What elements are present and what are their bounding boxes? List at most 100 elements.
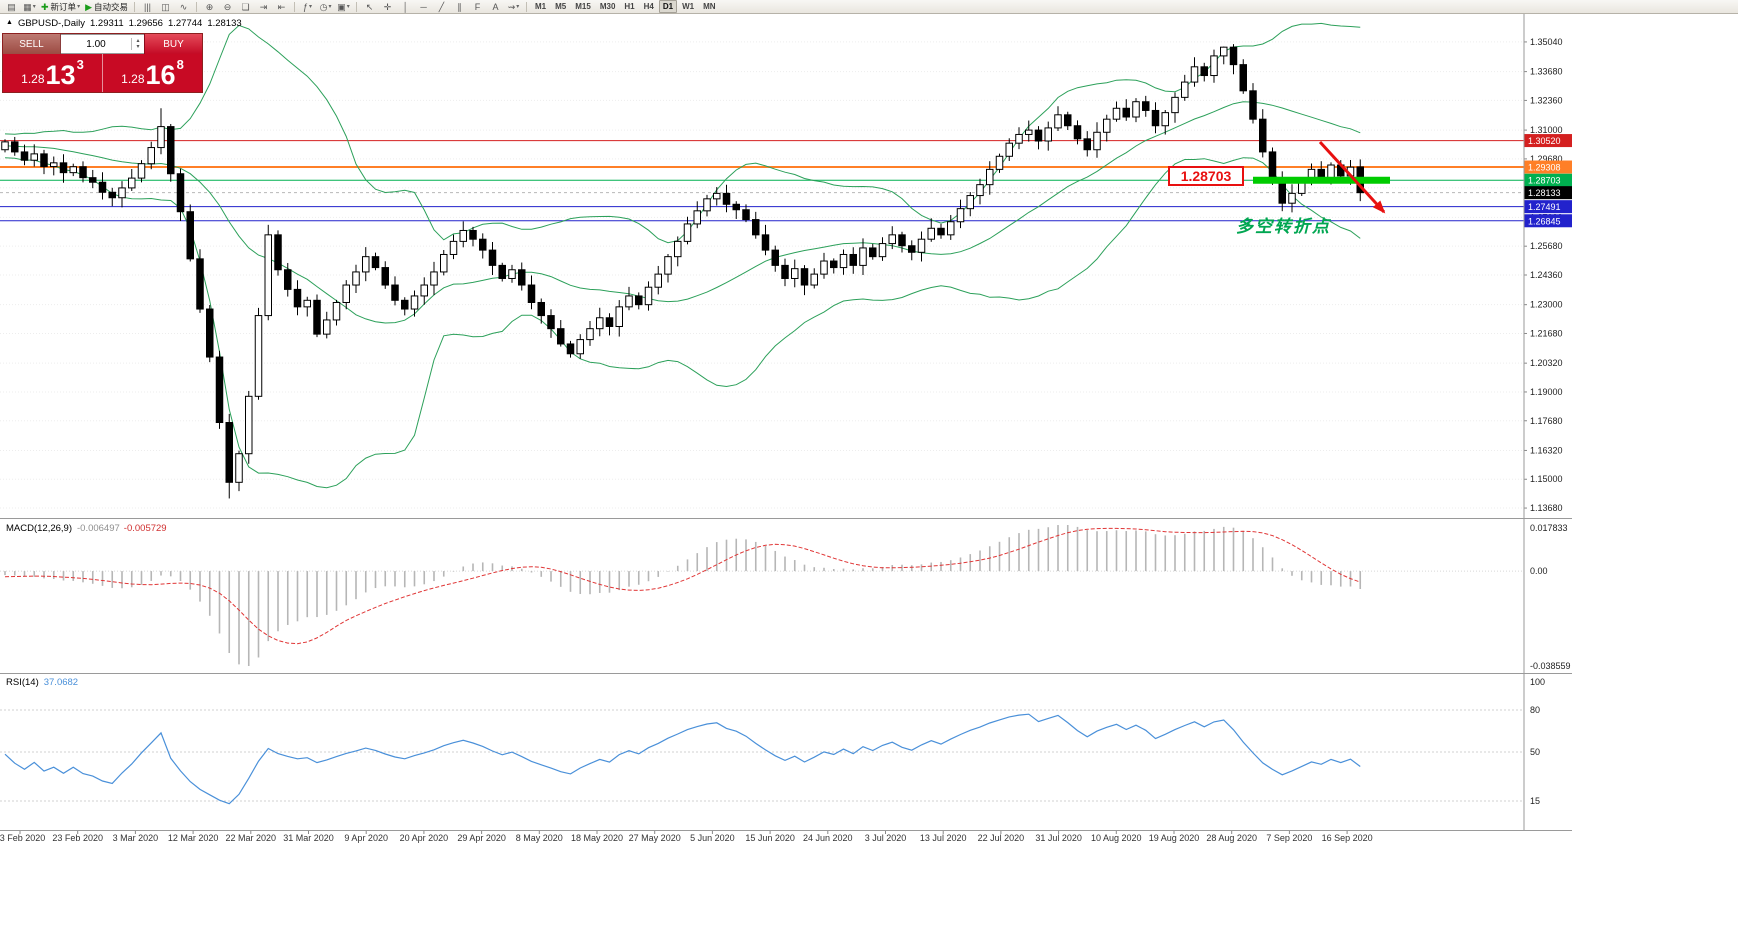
candle [820,252,828,279]
candle [352,264,360,294]
timeframe-d1-button[interactable]: D1 [658,0,678,13]
candle [527,275,536,310]
templates-button[interactable]: ▣ ▾ [335,1,352,13]
trendline-button[interactable]: ╱ [433,1,450,13]
chart-shift-button[interactable]: ⇤ [273,1,290,13]
candle [986,161,994,195]
bar-chart-button[interactable]: ||| [139,1,156,13]
date-axis-label: 19 Aug 2020 [1149,833,1200,843]
candle [1161,110,1169,135]
candle [40,149,48,175]
lot-decrease-icon[interactable]: ▾ [136,44,140,50]
indicators-button[interactable]: ƒ ▾ [299,1,316,13]
timeframe-w1-button[interactable]: W1 [682,2,695,11]
candle [1044,121,1052,151]
zoom-out-button[interactable]: ⊖ [219,1,236,13]
down-arrow-annotation[interactable] [1318,140,1386,214]
buy-button[interactable]: BUY [144,34,202,54]
candle [430,261,438,296]
candle [664,254,672,283]
price-tag-label: 1.29308 [1528,163,1561,173]
price-axis-label: 1.24360 [1530,270,1563,280]
line-chart-button[interactable]: ∿ [175,1,192,13]
toolbar-separator [356,1,358,12]
timeframe-m5-button[interactable]: M5 [555,2,567,11]
timeframe-h4-button[interactable]: H4 [643,2,654,11]
price-tag-label: 1.28703 [1528,176,1561,186]
macd-axis-zero: 0.00 [1530,566,1548,576]
lot-stepper[interactable]: ▴ ▾ [131,38,144,50]
candle [469,226,477,247]
candle [1259,109,1267,158]
zoom-out-icon: ⊖ [223,1,232,12]
text-label-icon: A [492,1,499,12]
date-axis-label: 9 Apr 2020 [344,833,388,843]
date-axis-label: 13 Feb 2020 [0,833,45,843]
candlestick-chart-button[interactable]: ◫ [157,1,174,13]
arrows-tool-button[interactable]: ⇝ ▾ [505,1,522,13]
candle [722,184,731,213]
timeframe-m15-button[interactable]: M15 [575,2,591,11]
candle [381,261,389,289]
candle [547,309,555,338]
symbol-arrow-icon: ▲ [6,19,13,26]
chart-profiles-button[interactable]: ▦ ▾ [21,1,38,13]
new-chart-button[interactable]: ▤ [3,1,20,13]
dropdown-caret-icon: ▾ [346,4,350,10]
candle [605,313,614,336]
timeframe-h1-button[interactable]: H1 [624,2,635,11]
auto-trading-button[interactable]: ▶ 自动交易 [83,1,130,13]
crosshair-button[interactable]: ✛ [379,1,396,13]
sell-price-display[interactable]: 1.28 13 3 [3,54,102,92]
fibonacci-button[interactable]: F [469,1,486,13]
rsi-axis-label: 50 [1530,747,1540,757]
candle [654,265,662,295]
support-price-annotation[interactable]: 1.28703 [1168,166,1244,186]
cursor-button[interactable]: ↖ [361,1,378,13]
candle [225,413,233,499]
candle [108,187,116,207]
dropdown-caret-icon: ▾ [516,4,520,10]
buy-price-point: 8 [176,57,184,72]
turning-point-annotation[interactable]: 多空转折点 [1236,217,1331,236]
candle [1132,98,1140,123]
candlestick-series [1,44,1364,499]
date-axis-label: 27 May 2020 [629,833,681,843]
timeframe-m30-button[interactable]: M30 [599,2,616,11]
periods-button[interactable]: ◷ ▾ [317,1,334,13]
date-axis-label: 31 Jul 2020 [1035,833,1082,843]
lot-size-field[interactable]: 1.00 ▴ ▾ [61,34,144,54]
macd-signal-line [4,527,1361,645]
sell-button[interactable]: SELL [3,34,61,54]
price-tag-label: 1.27491 [1528,202,1561,212]
sell-price-big: 1.28 [21,72,45,86]
text-label-button[interactable]: A [487,1,504,13]
new-order-button[interactable]: ✚ 新订单 ▾ [39,1,82,13]
price-tag [1524,160,1572,174]
candle [625,286,633,311]
candle [557,320,565,347]
zoom-in-button[interactable]: ⊕ [201,1,218,13]
candle [1112,101,1121,122]
auto-scroll-button[interactable]: ⇥ [255,1,272,13]
lot-size-value[interactable]: 1.00 [86,38,106,50]
candle [1073,120,1082,145]
chart-window[interactable]: 1.35040 1.33680 1.32360 1.31000 1.29680 1.28 3… [0,14,1738,846]
rsi-axis-label: 15 [1530,796,1540,806]
vertical-line-button[interactable]: │ [397,1,414,13]
candle [644,281,653,311]
equidistant-channel-button[interactable]: ∥ [451,1,468,13]
date-axis-label: 31 Mar 2020 [283,833,334,843]
timeframe-m1-button[interactable]: M1 [535,2,547,11]
timeframe-mn-button[interactable]: MN [703,2,716,11]
tile-windows-button[interactable]: ❏ [237,1,254,13]
buy-price-display[interactable]: 1.28 16 8 [102,54,202,92]
lot-increase-icon[interactable]: ▴ [136,38,140,44]
candle [206,305,214,363]
date-axis-label: 3 Mar 2020 [113,833,159,843]
toolbar-separator [196,1,198,12]
candle [956,199,965,229]
macd-value-main: -0.006497 [77,523,120,534]
candle [586,320,594,346]
horizontal-line-button[interactable]: ─ [415,1,432,13]
